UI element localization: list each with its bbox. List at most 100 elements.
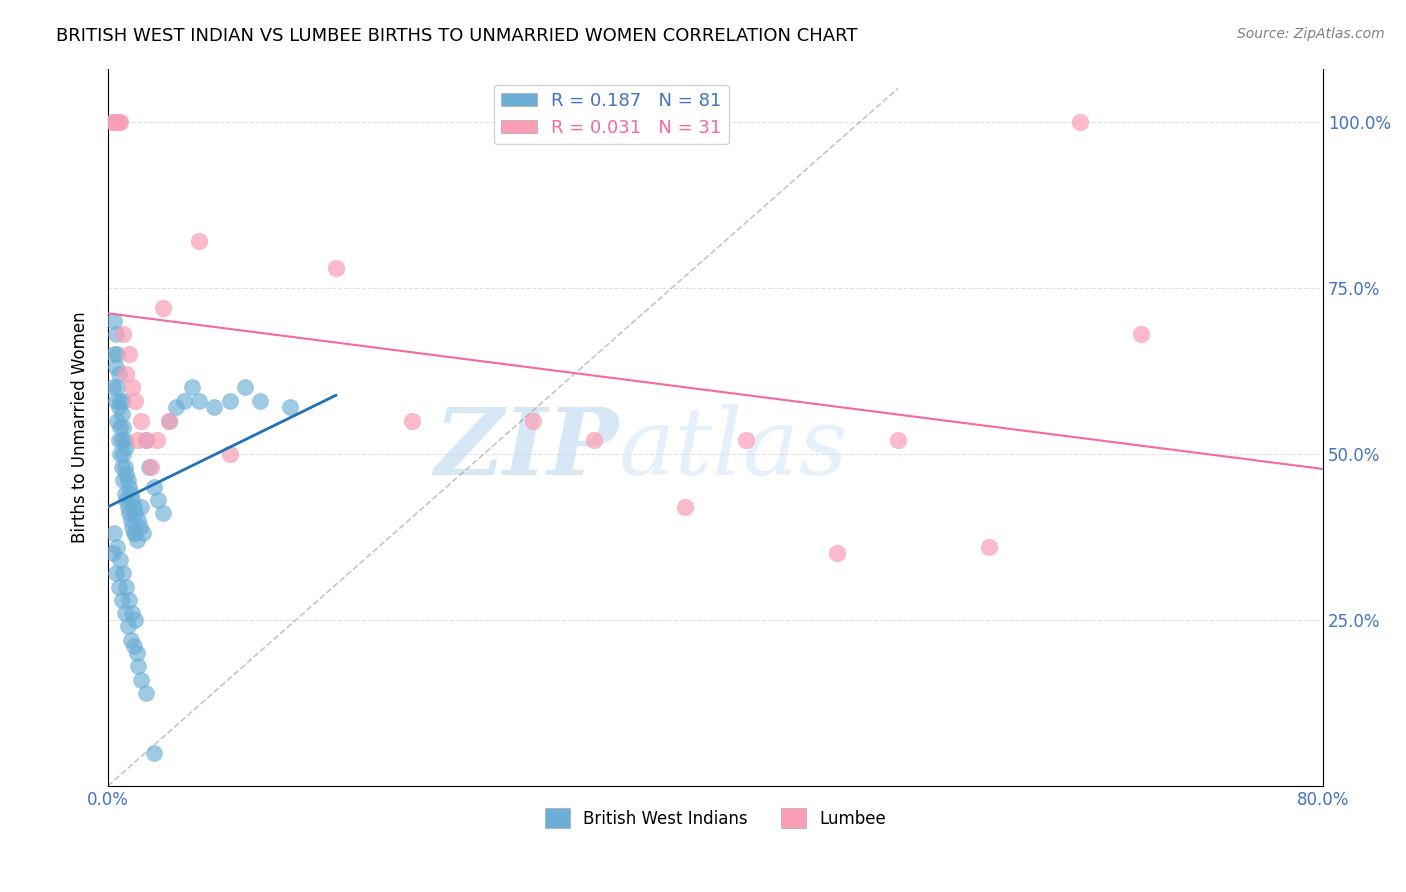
Point [125, 646, 148, 660]
Point [104, 327, 127, 342]
Point [135, 686, 157, 700]
Point [105, 114, 128, 128]
Point [138, 460, 160, 475]
Point [121, 606, 143, 620]
Point [122, 500, 145, 514]
Point [188, 234, 211, 248]
Point [180, 380, 202, 394]
Point [107, 367, 129, 381]
Point [128, 520, 150, 534]
Point [825, 546, 848, 560]
Point [104, 566, 127, 581]
Point [117, 619, 139, 633]
Point [188, 393, 211, 408]
Point [104, 393, 127, 408]
Point [107, 401, 129, 415]
Point [157, 413, 180, 427]
Point [124, 613, 146, 627]
Point [125, 533, 148, 547]
Point [118, 347, 141, 361]
Point [105, 347, 128, 361]
Y-axis label: Births to Unmarried Women: Births to Unmarried Women [72, 311, 89, 543]
Point [139, 460, 162, 475]
Point [114, 606, 136, 620]
Point [111, 460, 134, 475]
Point [117, 473, 139, 487]
Point [122, 526, 145, 541]
Point [112, 420, 135, 434]
Point [111, 592, 134, 607]
Text: Source: ZipAtlas.com: Source: ZipAtlas.com [1237, 27, 1385, 41]
Point [108, 114, 131, 128]
Point [131, 673, 153, 687]
Point [105, 540, 128, 554]
Point [673, 500, 696, 514]
Point [120, 486, 142, 500]
Point [103, 114, 125, 128]
Point [401, 413, 423, 427]
Point [152, 507, 174, 521]
Point [131, 500, 153, 514]
Point [173, 393, 195, 408]
Point [887, 434, 910, 448]
Point [132, 526, 155, 541]
Point [112, 327, 135, 342]
Point [135, 434, 157, 448]
Point [146, 493, 169, 508]
Point [122, 640, 145, 654]
Point [101, 380, 124, 394]
Point [108, 420, 131, 434]
Point [115, 367, 138, 381]
Point [112, 473, 135, 487]
Point [583, 434, 606, 448]
Point [115, 440, 138, 454]
Point [103, 526, 125, 541]
Point [101, 546, 124, 560]
Point [112, 566, 135, 581]
Point [152, 301, 174, 315]
Point [121, 493, 143, 508]
Point [112, 393, 135, 408]
Text: ZIP: ZIP [434, 404, 619, 493]
Point [118, 480, 141, 494]
Point [127, 434, 149, 448]
Point [1069, 114, 1091, 128]
Point [142, 746, 165, 760]
Point [124, 507, 146, 521]
Point [101, 114, 124, 128]
Point [108, 393, 131, 408]
Point [103, 314, 125, 328]
Point [111, 434, 134, 448]
Point [120, 513, 142, 527]
Point [107, 580, 129, 594]
Legend: British West Indians, Lumbee: British West Indians, Lumbee [538, 801, 893, 835]
Point [108, 447, 131, 461]
Point [114, 460, 136, 475]
Point [104, 360, 127, 375]
Point [121, 380, 143, 394]
Point [157, 413, 180, 427]
Point [103, 347, 125, 361]
Point [107, 114, 129, 128]
Point [165, 401, 187, 415]
Point [124, 526, 146, 541]
Point [202, 401, 225, 415]
Text: atlas: atlas [619, 404, 848, 493]
Point [233, 380, 256, 394]
Point [112, 447, 135, 461]
Point [115, 580, 138, 594]
Point [114, 486, 136, 500]
Point [278, 401, 301, 415]
Point [124, 393, 146, 408]
Point [114, 434, 136, 448]
Point [735, 434, 758, 448]
Point [131, 413, 153, 427]
Point [115, 467, 138, 481]
Point [145, 434, 167, 448]
Point [108, 553, 131, 567]
Point [121, 520, 143, 534]
Point [107, 434, 129, 448]
Point [977, 540, 1000, 554]
Point [325, 260, 347, 275]
Point [105, 413, 128, 427]
